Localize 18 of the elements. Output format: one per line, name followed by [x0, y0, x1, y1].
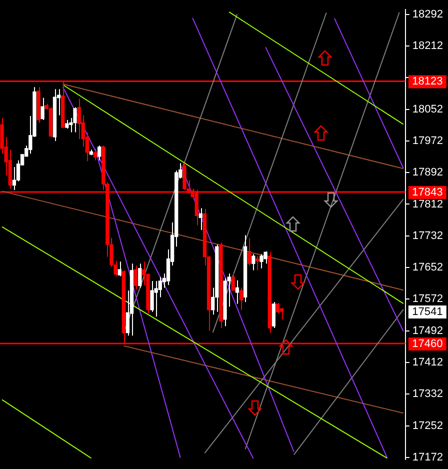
y-tick-label: 17412 [412, 356, 444, 369]
y-tick-label: 17572 [412, 293, 444, 306]
y-tick-label: 17892 [412, 166, 444, 179]
y-tick-label: 17652 [412, 262, 444, 274]
ref-line-label: 17460 [412, 338, 443, 350]
y-tick-label: 18292 [412, 8, 444, 20]
y-tick-label: 17492 [412, 324, 444, 337]
y-tick-label: 18212 [412, 40, 444, 52]
y-tick-label: 17172 [412, 451, 444, 464]
y-tick-label: 17972 [412, 134, 444, 147]
y-tick-label: 17252 [412, 420, 444, 432]
y-tick-label: 17332 [412, 388, 444, 400]
ref-line-label: 17843 [412, 186, 443, 199]
annotation: 17541 [412, 306, 443, 318]
y-tick-label: 18052 [412, 103, 444, 116]
y-tick-label: 17812 [412, 198, 444, 210]
y-tick-label: 17732 [412, 230, 444, 242]
ref-line-label: 18123 [412, 76, 443, 88]
